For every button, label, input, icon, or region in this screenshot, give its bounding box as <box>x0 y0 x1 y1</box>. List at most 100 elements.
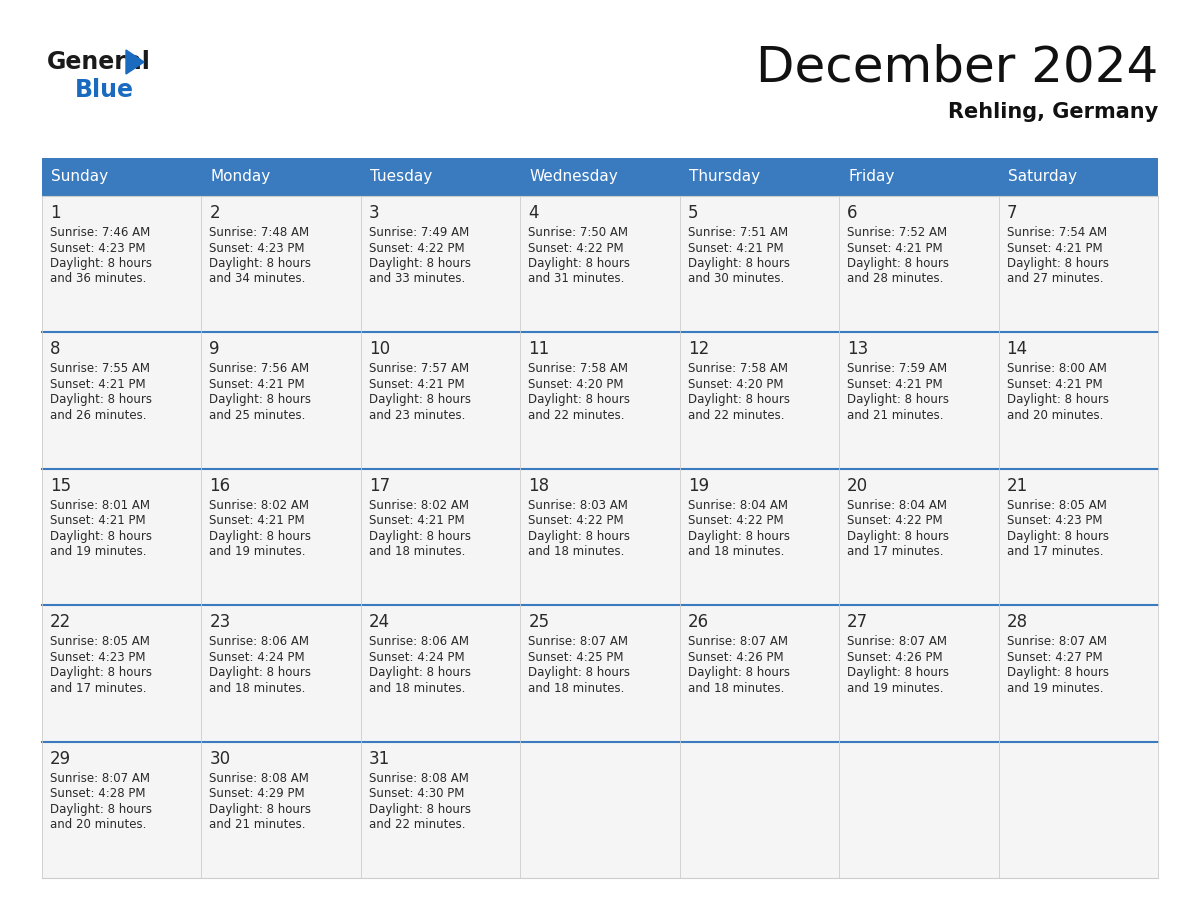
Text: Sunset: 4:24 PM: Sunset: 4:24 PM <box>209 651 305 664</box>
Text: and 17 minutes.: and 17 minutes. <box>847 545 943 558</box>
Bar <box>42 332 1158 469</box>
Text: and 18 minutes.: and 18 minutes. <box>368 545 466 558</box>
Text: Daylight: 8 hours: Daylight: 8 hours <box>847 530 949 543</box>
Text: Daylight: 8 hours: Daylight: 8 hours <box>1006 666 1108 679</box>
Text: Daylight: 8 hours: Daylight: 8 hours <box>688 394 790 407</box>
Text: Sunset: 4:29 PM: Sunset: 4:29 PM <box>209 787 305 800</box>
Text: 21: 21 <box>1006 476 1028 495</box>
Text: Sunset: 4:28 PM: Sunset: 4:28 PM <box>50 787 145 800</box>
Text: Sunset: 4:22 PM: Sunset: 4:22 PM <box>368 241 465 254</box>
Bar <box>42 158 202 196</box>
Text: Sunrise: 8:07 AM: Sunrise: 8:07 AM <box>1006 635 1106 648</box>
Text: and 19 minutes.: and 19 minutes. <box>1006 682 1104 695</box>
Text: Sunrise: 7:46 AM: Sunrise: 7:46 AM <box>50 226 150 239</box>
Text: Sunrise: 8:00 AM: Sunrise: 8:00 AM <box>1006 363 1106 375</box>
Text: and 19 minutes.: and 19 minutes. <box>847 682 943 695</box>
Text: Daylight: 8 hours: Daylight: 8 hours <box>1006 530 1108 543</box>
Text: 9: 9 <box>209 341 220 358</box>
Text: 14: 14 <box>1006 341 1028 358</box>
Text: 26: 26 <box>688 613 709 632</box>
Text: Daylight: 8 hours: Daylight: 8 hours <box>688 257 790 270</box>
Text: Sunset: 4:21 PM: Sunset: 4:21 PM <box>688 241 783 254</box>
Text: Sunset: 4:23 PM: Sunset: 4:23 PM <box>209 241 305 254</box>
Text: and 18 minutes.: and 18 minutes. <box>529 682 625 695</box>
Text: Sunset: 4:23 PM: Sunset: 4:23 PM <box>50 241 145 254</box>
Text: 4: 4 <box>529 204 539 222</box>
Text: 6: 6 <box>847 204 858 222</box>
Text: 3: 3 <box>368 204 379 222</box>
Text: Sunset: 4:21 PM: Sunset: 4:21 PM <box>368 514 465 527</box>
Text: Sunrise: 8:07 AM: Sunrise: 8:07 AM <box>688 635 788 648</box>
Text: and 20 minutes.: and 20 minutes. <box>1006 409 1102 422</box>
Text: Sunset: 4:21 PM: Sunset: 4:21 PM <box>368 378 465 391</box>
Text: Daylight: 8 hours: Daylight: 8 hours <box>50 257 152 270</box>
Text: Wednesday: Wednesday <box>530 170 618 185</box>
Text: Sunrise: 7:50 AM: Sunrise: 7:50 AM <box>529 226 628 239</box>
Text: Daylight: 8 hours: Daylight: 8 hours <box>50 666 152 679</box>
Text: Sunset: 4:23 PM: Sunset: 4:23 PM <box>50 651 145 664</box>
Bar <box>42 742 1158 878</box>
Text: Sunset: 4:22 PM: Sunset: 4:22 PM <box>688 514 783 527</box>
Text: Daylight: 8 hours: Daylight: 8 hours <box>688 666 790 679</box>
Text: Sunrise: 7:59 AM: Sunrise: 7:59 AM <box>847 363 947 375</box>
Text: Rehling, Germany: Rehling, Germany <box>948 102 1158 122</box>
Text: Sunrise: 7:58 AM: Sunrise: 7:58 AM <box>529 363 628 375</box>
Text: Daylight: 8 hours: Daylight: 8 hours <box>368 802 470 815</box>
Bar <box>839 158 999 196</box>
Text: and 21 minutes.: and 21 minutes. <box>209 818 307 831</box>
Text: and 19 minutes.: and 19 minutes. <box>50 545 146 558</box>
Text: 29: 29 <box>50 750 71 767</box>
Bar <box>520 158 680 196</box>
Text: 7: 7 <box>1006 204 1017 222</box>
Text: and 21 minutes.: and 21 minutes. <box>847 409 943 422</box>
Bar <box>361 158 520 196</box>
Text: Daylight: 8 hours: Daylight: 8 hours <box>529 394 631 407</box>
Text: 25: 25 <box>529 613 549 632</box>
Polygon shape <box>126 50 144 74</box>
Text: Saturday: Saturday <box>1007 170 1076 185</box>
Text: Sunrise: 7:55 AM: Sunrise: 7:55 AM <box>50 363 150 375</box>
Text: Sunset: 4:26 PM: Sunset: 4:26 PM <box>688 651 783 664</box>
Text: Daylight: 8 hours: Daylight: 8 hours <box>368 530 470 543</box>
Text: Monday: Monday <box>210 170 271 185</box>
Text: Daylight: 8 hours: Daylight: 8 hours <box>529 257 631 270</box>
Text: Sunset: 4:22 PM: Sunset: 4:22 PM <box>529 514 624 527</box>
Text: Daylight: 8 hours: Daylight: 8 hours <box>209 666 311 679</box>
Text: Sunrise: 8:03 AM: Sunrise: 8:03 AM <box>529 498 628 512</box>
Bar <box>42 196 1158 332</box>
Text: and 18 minutes.: and 18 minutes. <box>688 545 784 558</box>
Text: Sunset: 4:21 PM: Sunset: 4:21 PM <box>1006 241 1102 254</box>
Text: General: General <box>48 50 151 74</box>
Text: and 18 minutes.: and 18 minutes. <box>529 545 625 558</box>
Text: Sunrise: 8:06 AM: Sunrise: 8:06 AM <box>368 635 469 648</box>
Text: Sunday: Sunday <box>51 170 108 185</box>
Text: 5: 5 <box>688 204 699 222</box>
Bar <box>999 158 1158 196</box>
Text: Sunset: 4:30 PM: Sunset: 4:30 PM <box>368 787 465 800</box>
Text: and 23 minutes.: and 23 minutes. <box>368 409 466 422</box>
Text: Daylight: 8 hours: Daylight: 8 hours <box>368 257 470 270</box>
Text: and 18 minutes.: and 18 minutes. <box>688 682 784 695</box>
Text: Daylight: 8 hours: Daylight: 8 hours <box>529 666 631 679</box>
Text: Sunrise: 8:07 AM: Sunrise: 8:07 AM <box>529 635 628 648</box>
Text: Sunrise: 8:06 AM: Sunrise: 8:06 AM <box>209 635 309 648</box>
Text: Sunset: 4:26 PM: Sunset: 4:26 PM <box>847 651 943 664</box>
Text: December 2024: December 2024 <box>756 44 1158 92</box>
Text: Daylight: 8 hours: Daylight: 8 hours <box>529 530 631 543</box>
Text: and 18 minutes.: and 18 minutes. <box>209 682 305 695</box>
Text: 15: 15 <box>50 476 71 495</box>
Bar <box>680 158 839 196</box>
Text: Sunset: 4:21 PM: Sunset: 4:21 PM <box>847 378 943 391</box>
Text: Sunrise: 8:02 AM: Sunrise: 8:02 AM <box>209 498 309 512</box>
Text: and 20 minutes.: and 20 minutes. <box>50 818 146 831</box>
Text: Sunset: 4:22 PM: Sunset: 4:22 PM <box>847 514 943 527</box>
Text: Sunrise: 8:07 AM: Sunrise: 8:07 AM <box>50 772 150 785</box>
Text: Daylight: 8 hours: Daylight: 8 hours <box>209 257 311 270</box>
Text: 20: 20 <box>847 476 868 495</box>
Text: Sunrise: 7:56 AM: Sunrise: 7:56 AM <box>209 363 310 375</box>
Text: 23: 23 <box>209 613 230 632</box>
Text: Daylight: 8 hours: Daylight: 8 hours <box>209 802 311 815</box>
Text: Sunrise: 8:04 AM: Sunrise: 8:04 AM <box>688 498 788 512</box>
Text: 13: 13 <box>847 341 868 358</box>
Text: and 17 minutes.: and 17 minutes. <box>1006 545 1104 558</box>
